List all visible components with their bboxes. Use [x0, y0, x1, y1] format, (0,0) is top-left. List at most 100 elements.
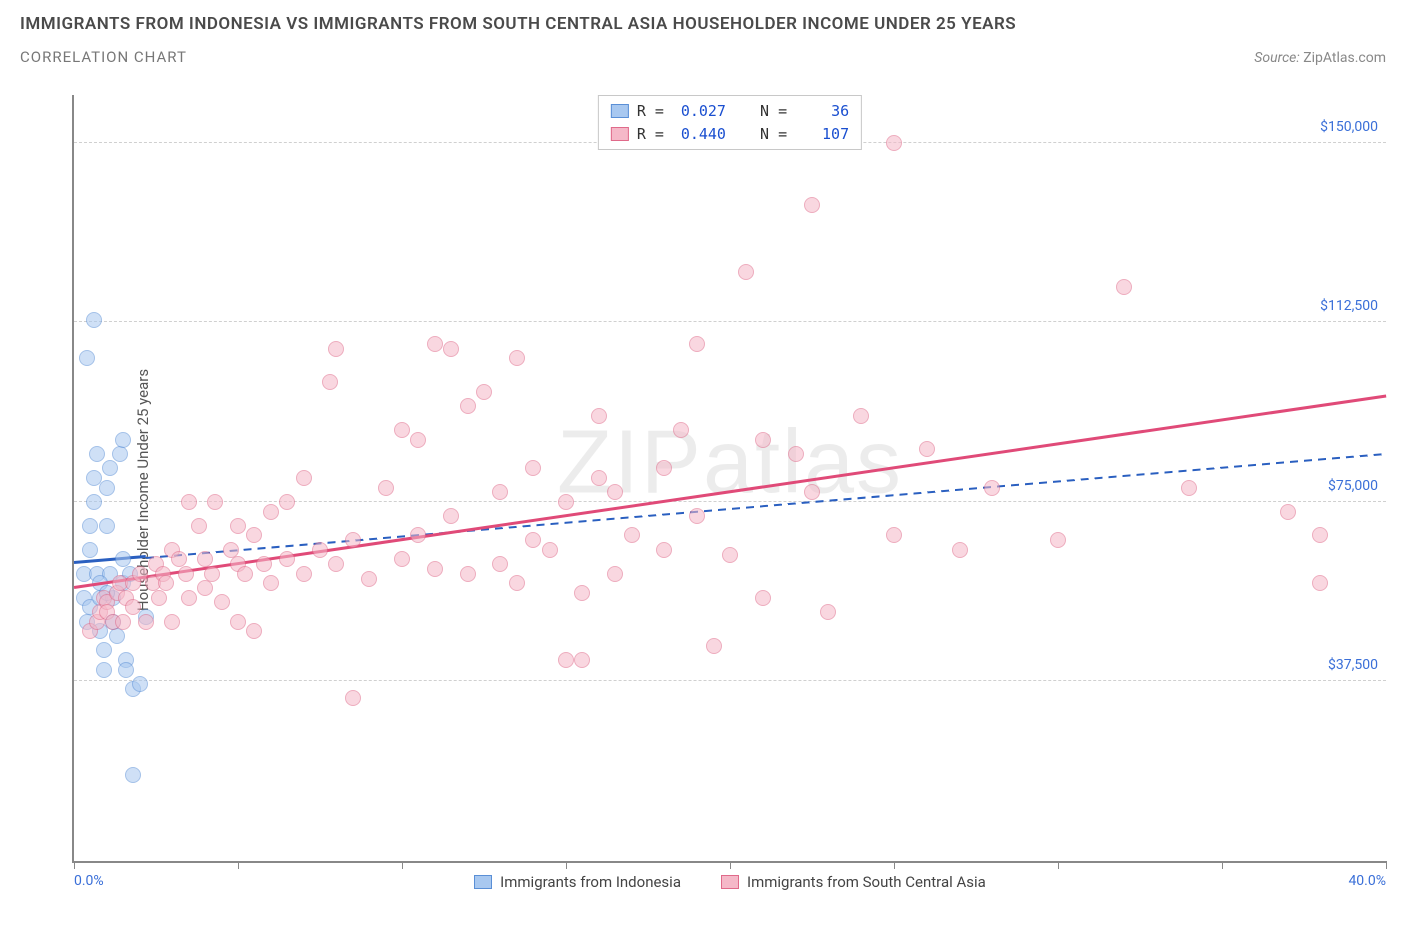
data-point-south_central_asia — [525, 460, 541, 476]
header: IMMIGRANTS FROM INDONESIA VS IMMIGRANTS … — [0, 0, 1406, 70]
r-label: R = — [637, 100, 664, 123]
data-point-south_central_asia — [214, 594, 230, 610]
data-point-south_central_asia — [755, 432, 771, 448]
x-tick — [730, 861, 731, 869]
data-point-south_central_asia — [689, 508, 705, 524]
legend-swatch-icon — [474, 875, 492, 889]
data-point-south_central_asia — [558, 652, 574, 668]
data-point-south_central_asia — [312, 542, 328, 558]
data-point-south_central_asia — [952, 542, 968, 558]
legend-stat-row-south_central_asia: R =0.440 N =107 — [611, 123, 849, 146]
gridline-horizontal — [74, 501, 1386, 502]
data-point-south_central_asia — [263, 504, 279, 520]
legend-swatch-icon — [721, 875, 739, 889]
legend-stat-row-indonesia: R =0.027 N =36 — [611, 100, 849, 123]
data-point-south_central_asia — [296, 470, 312, 486]
data-point-south_central_asia — [204, 566, 220, 582]
data-point-south_central_asia — [125, 599, 141, 615]
data-point-south_central_asia — [492, 556, 508, 572]
data-point-indonesia — [86, 494, 102, 510]
data-point-south_central_asia — [591, 408, 607, 424]
n-value: 36 — [795, 100, 849, 123]
data-point-indonesia — [115, 432, 131, 448]
x-end-label: 40.0% — [1348, 873, 1386, 889]
data-point-south_central_asia — [410, 432, 426, 448]
legend-label: Immigrants from Indonesia — [500, 873, 681, 891]
data-point-south_central_asia — [322, 374, 338, 390]
data-point-south_central_asia — [230, 614, 246, 630]
data-point-south_central_asia — [246, 527, 262, 543]
plot-region: ZIPatlas R =0.027 N =36R =0.440 N =107 I… — [72, 95, 1386, 863]
data-point-south_central_asia — [151, 590, 167, 606]
data-point-south_central_asia — [279, 551, 295, 567]
x-tick — [894, 861, 895, 869]
data-point-south_central_asia — [1312, 527, 1328, 543]
data-point-south_central_asia — [246, 623, 262, 639]
data-point-south_central_asia — [574, 652, 590, 668]
r-value: 0.440 — [672, 123, 726, 146]
data-point-south_central_asia — [1116, 279, 1132, 295]
data-point-south_central_asia — [158, 575, 174, 591]
legend-swatch-icon — [611, 104, 629, 118]
data-point-indonesia — [82, 542, 98, 558]
data-point-indonesia — [79, 350, 95, 366]
data-point-south_central_asia — [443, 341, 459, 357]
data-point-south_central_asia — [378, 480, 394, 496]
trendline-indonesia — [74, 555, 146, 564]
data-point-south_central_asia — [361, 571, 377, 587]
x-tick — [1058, 861, 1059, 869]
legend-stats-box: R =0.027 N =36R =0.440 N =107 — [598, 95, 862, 150]
data-point-south_central_asia — [345, 690, 361, 706]
data-point-south_central_asia — [296, 566, 312, 582]
data-point-indonesia — [96, 662, 112, 678]
x-tick — [74, 861, 75, 869]
data-point-south_central_asia — [115, 614, 131, 630]
data-point-south_central_asia — [525, 532, 541, 548]
data-point-south_central_asia — [656, 460, 672, 476]
data-point-indonesia — [82, 518, 98, 534]
y-tick-label: $37,500 — [1328, 657, 1378, 673]
data-point-south_central_asia — [181, 494, 197, 510]
data-point-south_central_asia — [427, 336, 443, 352]
data-point-south_central_asia — [984, 480, 1000, 496]
chart-title: IMMIGRANTS FROM INDONESIA VS IMMIGRANTS … — [20, 12, 1386, 38]
data-point-south_central_asia — [624, 527, 640, 543]
source-label: Source: — [1254, 50, 1299, 66]
trendline-indonesia — [146, 453, 1386, 559]
data-point-indonesia — [96, 642, 112, 658]
data-point-south_central_asia — [256, 556, 272, 572]
data-point-south_central_asia — [394, 422, 410, 438]
data-point-indonesia — [125, 767, 141, 783]
data-point-south_central_asia — [722, 547, 738, 563]
data-point-south_central_asia — [689, 336, 705, 352]
data-point-south_central_asia — [1181, 480, 1197, 496]
data-point-south_central_asia — [591, 470, 607, 486]
n-label: N = — [760, 100, 787, 123]
y-tick-label: $112,500 — [1320, 298, 1378, 314]
chart-area: Householder Income Under 25 years ZIPatl… — [50, 95, 1386, 885]
data-point-south_central_asia — [492, 484, 508, 500]
x-tick — [1222, 861, 1223, 869]
data-point-south_central_asia — [197, 580, 213, 596]
subtitle-row: CORRELATION CHART Source: ZipAtlas.com — [20, 48, 1386, 66]
source-name: ZipAtlas.com — [1303, 50, 1386, 66]
data-point-south_central_asia — [328, 341, 344, 357]
data-point-south_central_asia — [1280, 504, 1296, 520]
data-point-south_central_asia — [181, 590, 197, 606]
x-tick — [566, 861, 567, 869]
y-tick-label: $75,000 — [1328, 478, 1378, 494]
data-point-south_central_asia — [279, 494, 295, 510]
data-point-south_central_asia — [345, 532, 361, 548]
data-point-south_central_asia — [509, 350, 525, 366]
data-point-south_central_asia — [804, 484, 820, 500]
data-point-indonesia — [102, 460, 118, 476]
x-tick — [1386, 861, 1387, 869]
data-point-indonesia — [99, 480, 115, 496]
gridline-horizontal — [74, 321, 1386, 322]
data-point-south_central_asia — [919, 441, 935, 457]
data-point-south_central_asia — [328, 556, 344, 572]
data-point-indonesia — [86, 312, 102, 328]
data-point-south_central_asia — [509, 575, 525, 591]
n-label: N = — [760, 123, 787, 146]
data-point-south_central_asia — [673, 422, 689, 438]
